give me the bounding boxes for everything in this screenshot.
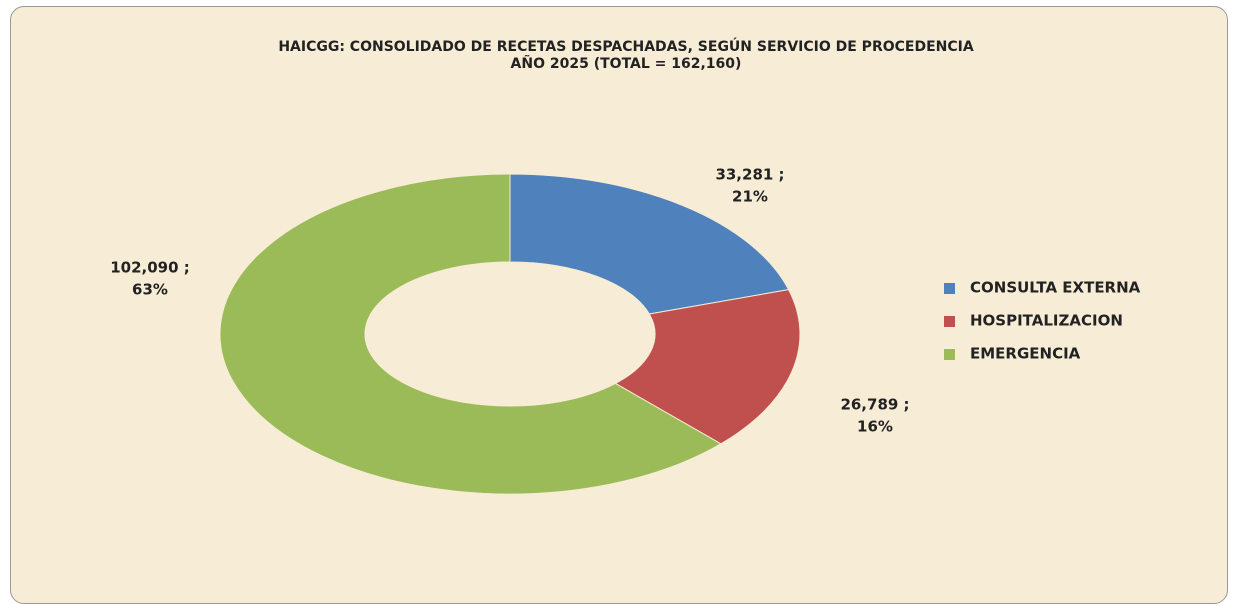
value-label: 102,090 ;	[110, 259, 190, 277]
donut-slice	[614, 289, 801, 445]
legend-swatch	[944, 283, 955, 294]
value-label: 26,789 ;	[840, 396, 909, 414]
title-block: HAICGG: CONSOLIDADO DE RECETAS DESPACHAD…	[201, 39, 1051, 73]
percentage-label: 21%	[732, 188, 768, 206]
legend-label: CONSULTA EXTERNA	[970, 279, 1141, 297]
legend-label: HOSPITALIZACION	[970, 312, 1123, 330]
percentage-label: 63%	[132, 281, 168, 299]
value-label: 33,281 ;	[715, 166, 784, 184]
legend-label: EMERGENCIA	[970, 345, 1081, 363]
legend-swatch	[944, 316, 955, 327]
percentage-label: 16%	[857, 418, 893, 436]
donut-slice	[509, 173, 790, 315]
chart-title: HAICGG: CONSOLIDADO DE RECETAS DESPACHAD…	[278, 39, 974, 55]
donut-slice	[219, 173, 722, 495]
chart-frame: HAICGG: CONSOLIDADO DE RECETAS DESPACHAD…	[10, 6, 1228, 604]
legend-swatch	[944, 349, 955, 360]
chart-subtitle: AÑO 2025 (TOTAL = 162,160)	[510, 56, 742, 72]
